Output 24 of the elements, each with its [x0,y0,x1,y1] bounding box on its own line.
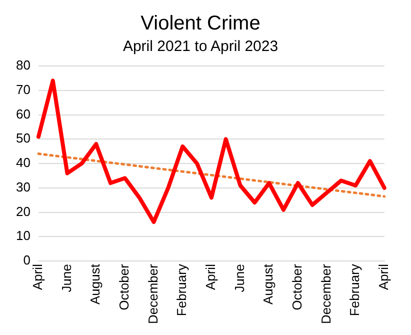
x-tick-label: February [347,264,362,316]
chart-title: Violent Crime [140,12,260,35]
y-tick-label: 60 [16,106,30,122]
y-tick-label: 30 [16,179,30,194]
x-tick-label: October [289,263,304,310]
x-tick-label: December [318,263,334,324]
chart-subtitle: April 2021 to April 2023 [122,38,278,56]
x-tick-label: April [203,264,218,290]
y-tick-label: 50 [16,130,30,146]
y-tick-label: 80 [16,58,30,73]
x-tick-label: December [145,263,160,324]
x-tick-label: February [174,264,190,316]
y-tick-label: 40 [16,155,30,170]
x-tick-label: June [232,264,247,292]
x-tick-label: August [260,264,276,305]
y-tick-label: 0 [23,252,30,268]
y-tick-label: 70 [16,82,30,97]
x-tick-label: June [58,264,74,292]
y-tick-label: 10 [16,228,30,244]
x-tick-label: April [376,264,391,290]
x-tick-label: October [116,263,132,310]
x-tick-label: April [30,264,46,290]
x-tick-label: August [88,264,103,305]
y-tick-label: 20 [16,204,30,219]
